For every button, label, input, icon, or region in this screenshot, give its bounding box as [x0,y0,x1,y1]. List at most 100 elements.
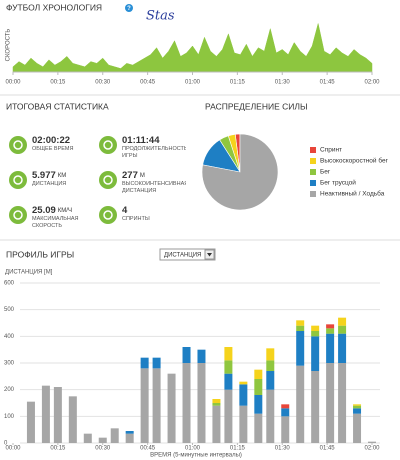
bar-segment [212,399,221,403]
bar-segment [41,385,50,443]
bar-segment [338,317,347,326]
bar-segment [266,348,275,361]
y-tick-label: 100 [4,414,15,420]
x-tick-label: 00:30 [95,446,111,452]
stat-icon [99,171,117,189]
bar-segment [296,365,305,443]
x-tick-label: 02:00 [364,446,380,452]
bar-segment [197,349,206,363]
bar-segment [296,325,305,331]
bar-segment [254,379,263,395]
legend-label: Бег [320,169,331,176]
bar-segment [224,373,233,390]
profile-title: ПРОФИЛЬ ИГРЫ [6,249,74,259]
bar-segment [254,395,263,414]
x-tick-label: 01:30 [275,80,291,86]
stat-value: 5.977 КМ [32,170,66,181]
pie-title: РАСПРЕДЕЛЕНИЕ СИЛЫ [205,101,307,111]
bar-segment [224,347,233,361]
stat-icon-glyph [13,140,23,150]
legend-swatch [310,158,316,164]
dropdown[interactable] [159,248,216,261]
stat-value: 01:11:44 [122,135,160,146]
timeline-title: ФУТБОЛ ХРОНОЛОГИЯ [6,2,102,12]
stat-number: 02:00:22 [32,135,70,146]
x-tick-label: 01:30 [275,446,291,452]
stat-number: 5.977 [32,170,56,181]
bar-segment [266,371,275,390]
bar-segment [353,408,362,414]
help-icon[interactable] [125,4,133,12]
stat-value: 02:00:22 [32,135,70,146]
bar-segment [140,368,149,443]
stat-label: ВЫСОКОИНТЕНСИВНАЯ ДИСТАНЦИЯ [122,181,186,194]
speed-area [12,23,373,73]
bar-segment [239,381,248,385]
bar-segment [83,433,92,443]
bar-segment [110,428,119,443]
x-tick-label: 01:45 [320,80,336,86]
bar-segment [296,320,305,326]
bar-segment [239,405,248,443]
bar-segment [125,433,134,443]
stat-icon-glyph [13,175,23,185]
stat-label: СПРИНТЫ [122,216,150,222]
x-axis-title: ВРЕМЯ (5-минутные интервалы) [150,453,242,459]
stat-icon-glyph [13,210,23,220]
y-axis-title: ДИСТАНЦИЯ [M] [5,270,53,276]
help-icon-glyph: ? [127,6,131,12]
bar-segment [353,404,362,406]
x-tick-label: 01:15 [230,80,246,86]
bar-segment [182,347,191,363]
bar-segment [311,336,320,371]
stat-number: 01:11:44 [122,135,160,146]
stat-value: 25.09 КМ/Ч [32,205,72,216]
stat-value: 4 [122,205,128,216]
bar-segment [311,325,320,331]
bar-segment [311,371,320,443]
dropdown-value: ДИСТАНЦИЯ [164,253,201,259]
bar-segment [98,437,107,443]
stat-label-box: ПРОДОЛЖИТЕЛЬНОСТЬ ИГРЫ [122,146,186,159]
bar-segment [254,413,263,443]
stat-number: 4 [122,205,128,216]
bar-segment [167,373,176,443]
x-tick-label: 00:45 [140,446,156,452]
x-tick-label: 01:00 [185,80,201,86]
bar-segment [311,331,320,337]
stat-label: ПРОДОЛЖИТЕЛЬНОСТЬ ИГРЫ [122,146,186,159]
bar-segment [266,360,275,371]
bar-segment [197,363,206,443]
bar-segment [326,324,335,329]
summary-title: ИТОГОВАЯ СТАТИСТИКА [6,101,109,111]
stat-unit: КМ [58,173,67,179]
legend-label: Высокоскоростной бег [320,157,389,165]
bar-segment [152,357,161,369]
stat-number: 25.09 [32,205,56,216]
bar-segment [326,333,335,363]
stat-icon [99,136,117,154]
bar-segment [239,384,248,406]
bar-segment [338,325,347,334]
legend-swatch [310,169,316,175]
bar-segment [338,363,347,443]
legend-label: Бег трусцой [320,179,356,187]
stat-label: ДИСТАНЦИЯ [32,181,67,187]
bar-segment [212,403,221,406]
y-tick-label: 400 [4,334,15,340]
bar-segment [326,328,335,334]
legend-label: Неактивный / Ходьба [320,190,385,198]
legend-swatch [310,147,316,153]
bar-segment [224,389,233,443]
bar-segment [281,416,290,443]
y-tick-label: 500 [4,307,15,313]
bar-segment [125,431,134,434]
stat-value: 277 М [122,170,145,181]
stat-label: ОБЩЕЕ ВРЕМЯ [32,146,74,152]
stat-unit: М [140,173,145,179]
stat-icon [9,206,27,224]
bar-segment [281,404,290,409]
bar-segment [281,408,290,417]
